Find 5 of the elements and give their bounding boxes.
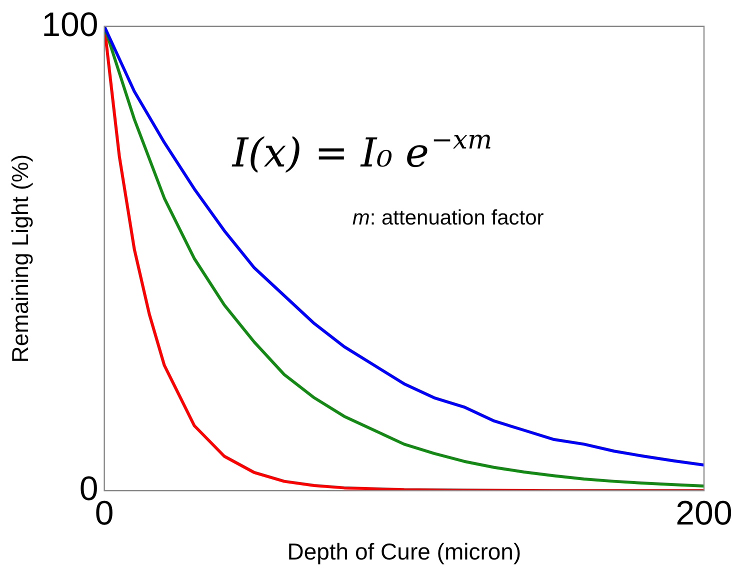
annotation: m: attenuation factor (352, 206, 544, 230)
y-tick-label: 100 (42, 6, 98, 44)
y-axis-title: Remaining Light (%) (7, 154, 34, 363)
x-tick-label: 200 (676, 494, 732, 532)
x-axis-title: Depth of Cure (micron) (287, 538, 522, 565)
